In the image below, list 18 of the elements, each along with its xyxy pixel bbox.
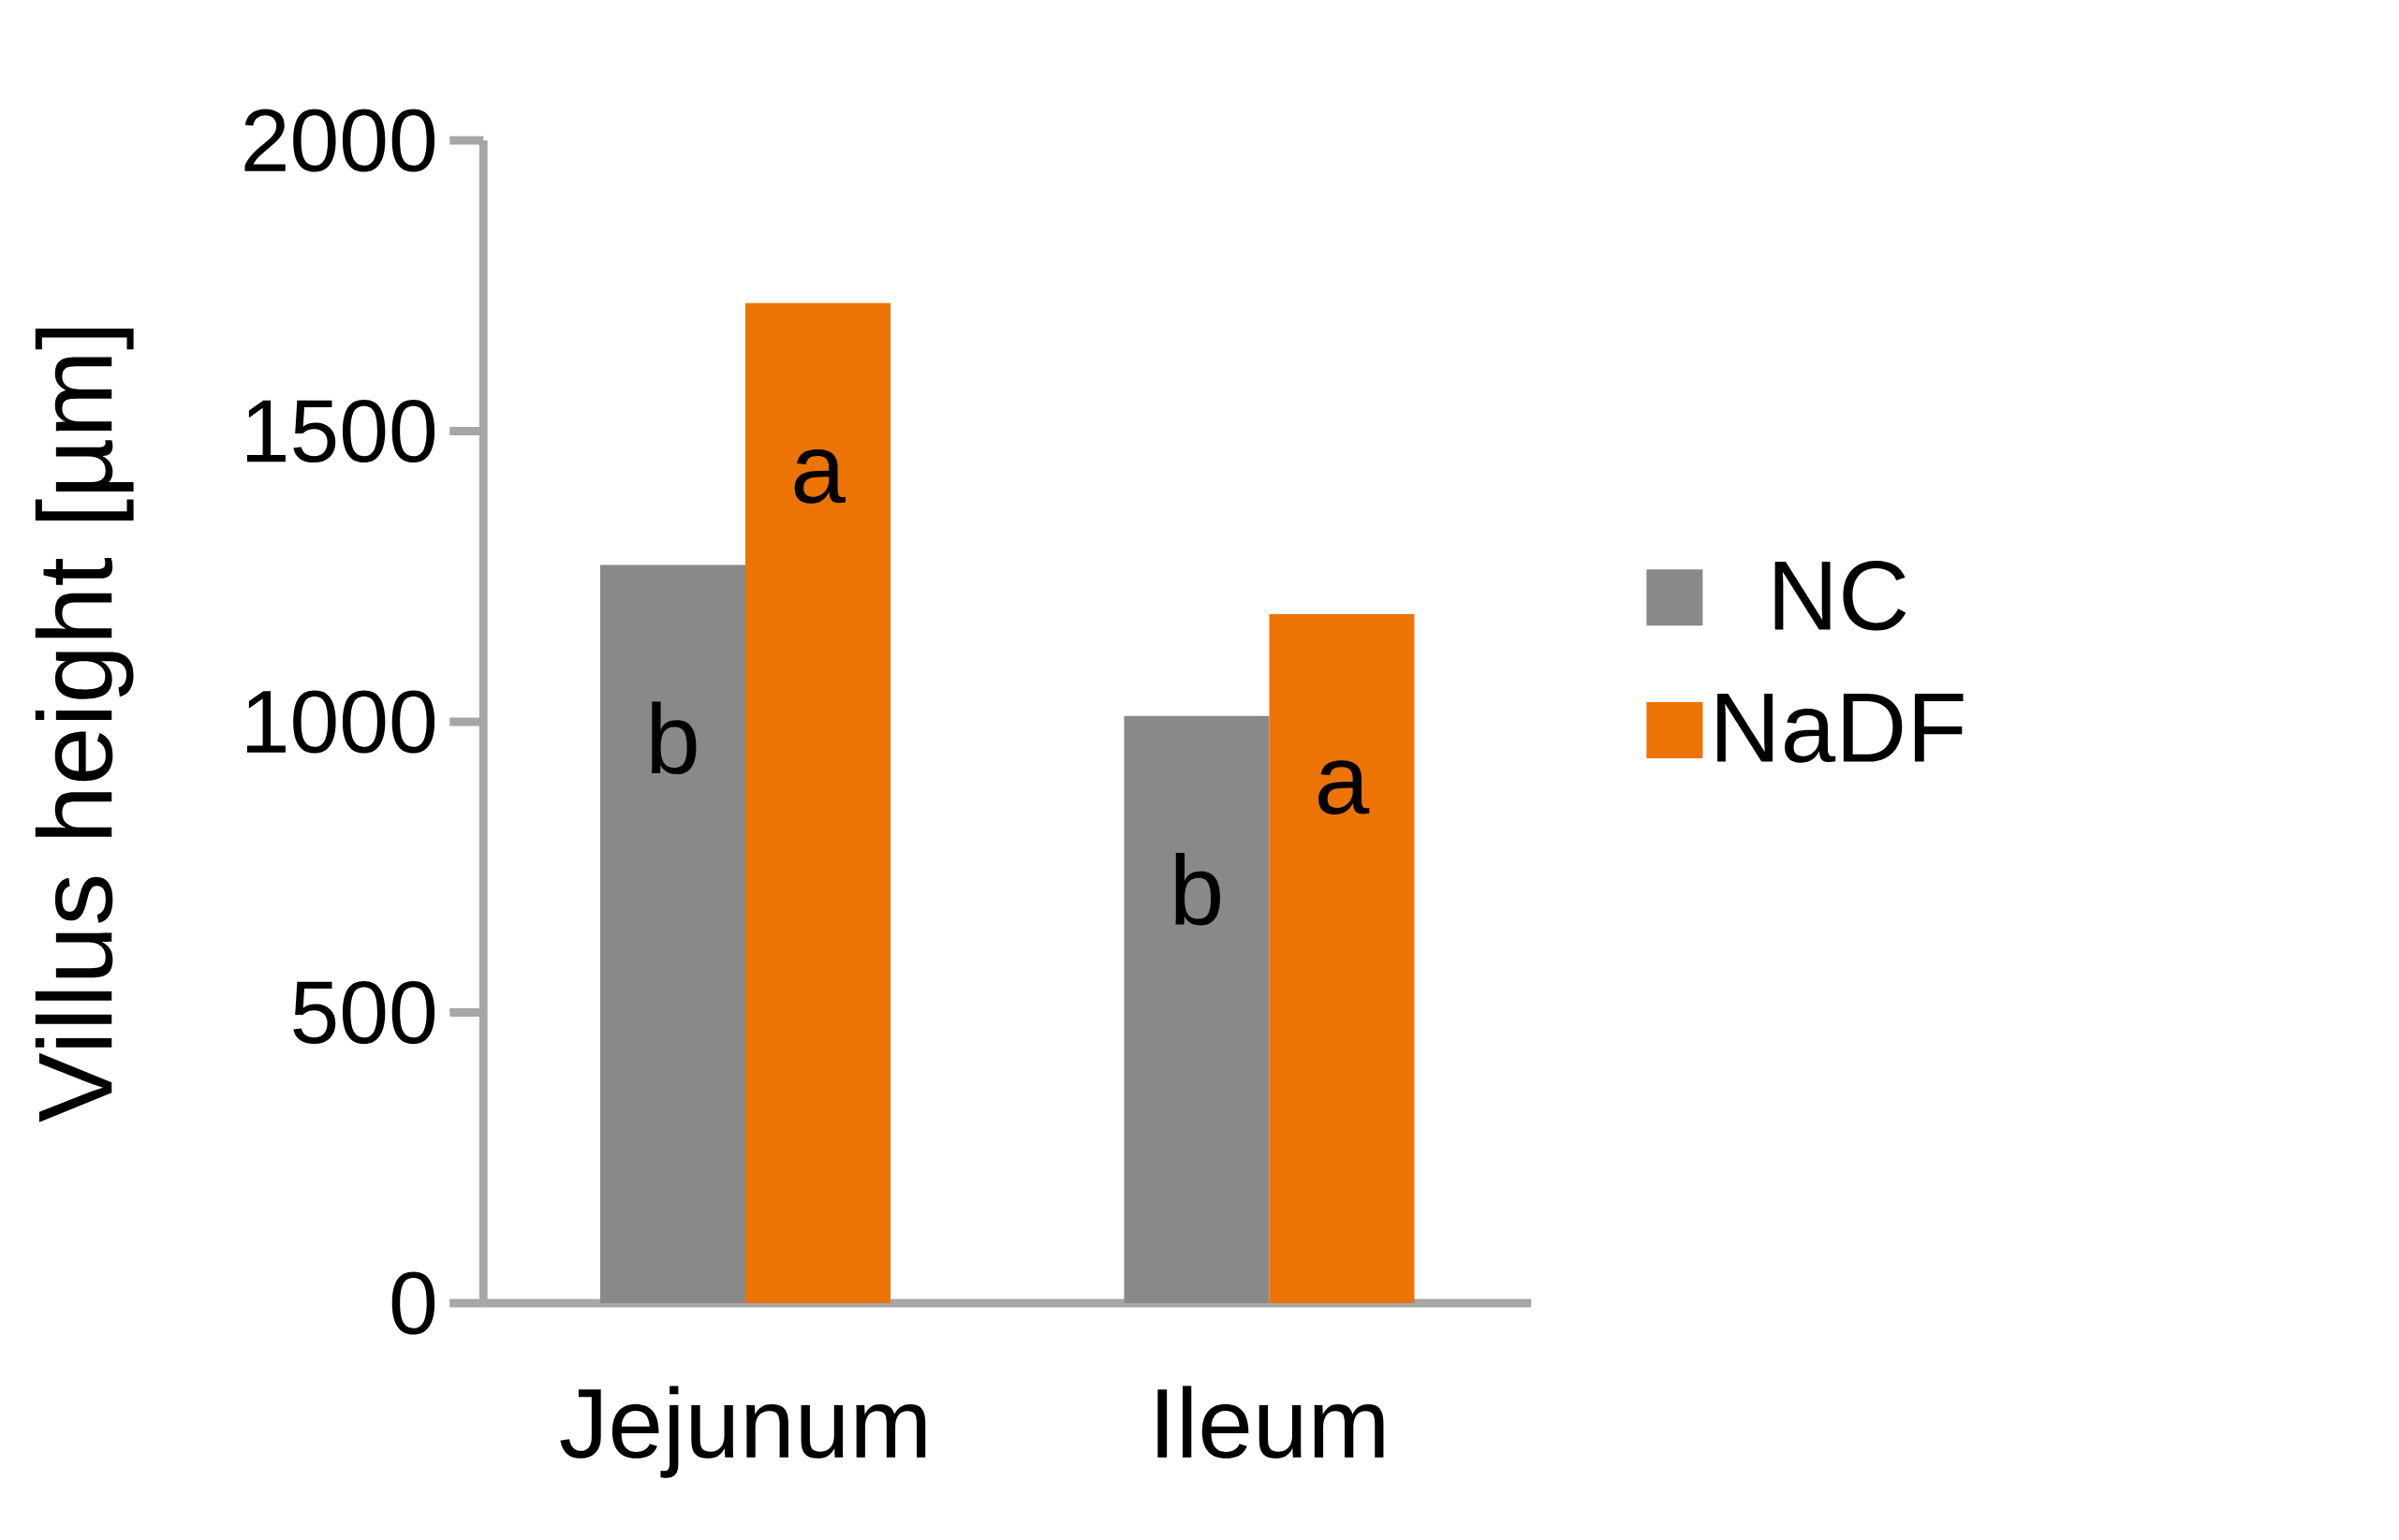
legend-label: NaDF	[1717, 694, 1964, 763]
data-label: b	[651, 701, 697, 775]
data-label: a	[1318, 760, 1370, 814]
y-tick-label: 500	[293, 980, 435, 1045]
bar	[600, 565, 746, 1303]
y-tick-label: 2000	[244, 109, 435, 172]
y-tick-label: 1500	[246, 399, 435, 463]
data-label: a	[794, 449, 846, 504]
y-tick-label: 1000	[246, 690, 435, 754]
y-axis-title: Villus height [µm]	[35, 328, 134, 1122]
x-tick-label: Ileum	[1157, 1386, 1384, 1459]
x-tick-label: Jejunum	[560, 1386, 926, 1478]
bar	[745, 302, 891, 1303]
data-label: b	[1175, 853, 1220, 926]
bar	[1269, 614, 1415, 1303]
bar	[1124, 715, 1270, 1303]
legend-label: NC	[1774, 560, 1906, 631]
y-tick-label: 0	[391, 1271, 435, 1335]
